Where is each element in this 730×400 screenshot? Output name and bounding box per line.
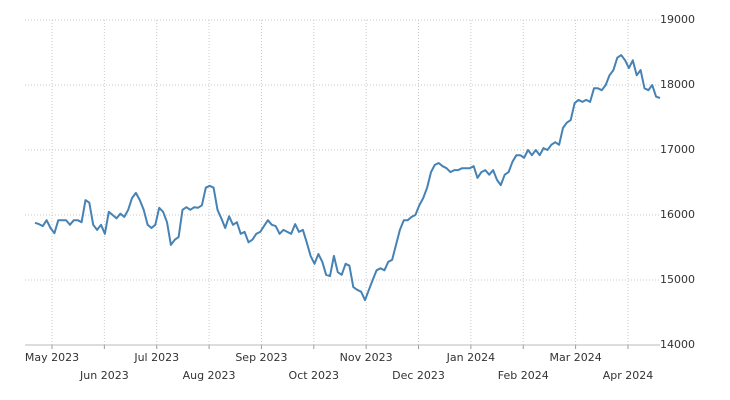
x-tick-label: Mar 2024 [549,351,601,364]
y-tick-label: 14000 [660,338,695,351]
x-tick-label: Oct 2023 [289,369,340,382]
y-tick-label: 16000 [660,208,695,221]
x-tick-label: Jun 2023 [79,369,129,382]
line-series [34,54,661,302]
x-tick-label: Nov 2023 [340,351,393,364]
x-tick-label: May 2023 [25,351,79,364]
x-tick-label: Jul 2023 [133,351,179,364]
x-tick-label: Sep 2023 [235,351,287,364]
x-tick-label: Apr 2024 [603,369,654,382]
x-tick-label: Feb 2024 [498,369,549,382]
y-tick-label: 19000 [660,13,695,26]
y-tick-label: 18000 [660,78,695,91]
x-tick-label: Aug 2023 [183,369,236,382]
y-tick-label: 17000 [660,143,695,156]
x-tick-label: Dec 2023 [392,369,445,382]
y-tick-label: 15000 [660,273,695,286]
x-tick-label: Jan 2024 [446,351,495,364]
